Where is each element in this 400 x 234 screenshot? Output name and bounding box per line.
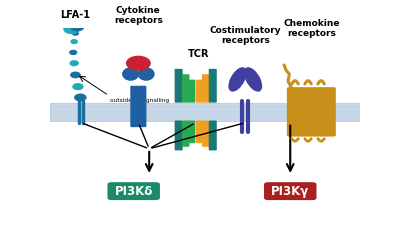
FancyBboxPatch shape [209, 69, 217, 103]
Text: LFA-1: LFA-1 [60, 10, 90, 20]
FancyBboxPatch shape [306, 87, 316, 137]
FancyBboxPatch shape [138, 86, 146, 127]
Ellipse shape [138, 67, 155, 81]
Ellipse shape [228, 67, 247, 92]
Text: outside-in signalling: outside-in signalling [110, 98, 170, 103]
FancyBboxPatch shape [175, 69, 183, 103]
Circle shape [71, 24, 84, 31]
Text: PI3Kγ: PI3Kγ [271, 185, 309, 198]
FancyBboxPatch shape [130, 86, 139, 127]
Ellipse shape [122, 67, 139, 81]
FancyBboxPatch shape [319, 87, 329, 137]
Text: Cytokine
receptors: Cytokine receptors [114, 6, 163, 25]
Circle shape [126, 56, 150, 70]
FancyBboxPatch shape [50, 103, 360, 121]
FancyBboxPatch shape [202, 74, 209, 103]
Text: Costimulatory
receptors: Costimulatory receptors [210, 26, 281, 45]
FancyBboxPatch shape [196, 80, 203, 103]
Circle shape [70, 50, 77, 54]
FancyBboxPatch shape [175, 121, 183, 150]
FancyBboxPatch shape [202, 121, 209, 147]
Text: TCR: TCR [188, 49, 210, 59]
FancyBboxPatch shape [196, 121, 203, 143]
FancyBboxPatch shape [293, 87, 303, 137]
Ellipse shape [244, 67, 262, 92]
Circle shape [73, 32, 78, 35]
FancyBboxPatch shape [326, 87, 336, 137]
Circle shape [70, 61, 78, 66]
Circle shape [71, 40, 77, 43]
Text: Chemokine
receptors: Chemokine receptors [284, 18, 340, 38]
Circle shape [64, 25, 80, 33]
FancyBboxPatch shape [106, 181, 161, 201]
FancyBboxPatch shape [209, 121, 217, 150]
Text: PI3Kδ: PI3Kδ [114, 185, 153, 198]
FancyBboxPatch shape [263, 181, 318, 201]
FancyBboxPatch shape [287, 87, 297, 137]
Circle shape [71, 72, 80, 78]
FancyBboxPatch shape [188, 80, 195, 103]
FancyBboxPatch shape [188, 121, 195, 143]
Circle shape [75, 94, 86, 101]
Circle shape [73, 84, 83, 90]
FancyBboxPatch shape [300, 87, 310, 137]
FancyBboxPatch shape [313, 87, 323, 137]
FancyBboxPatch shape [182, 74, 190, 103]
FancyBboxPatch shape [182, 121, 190, 147]
